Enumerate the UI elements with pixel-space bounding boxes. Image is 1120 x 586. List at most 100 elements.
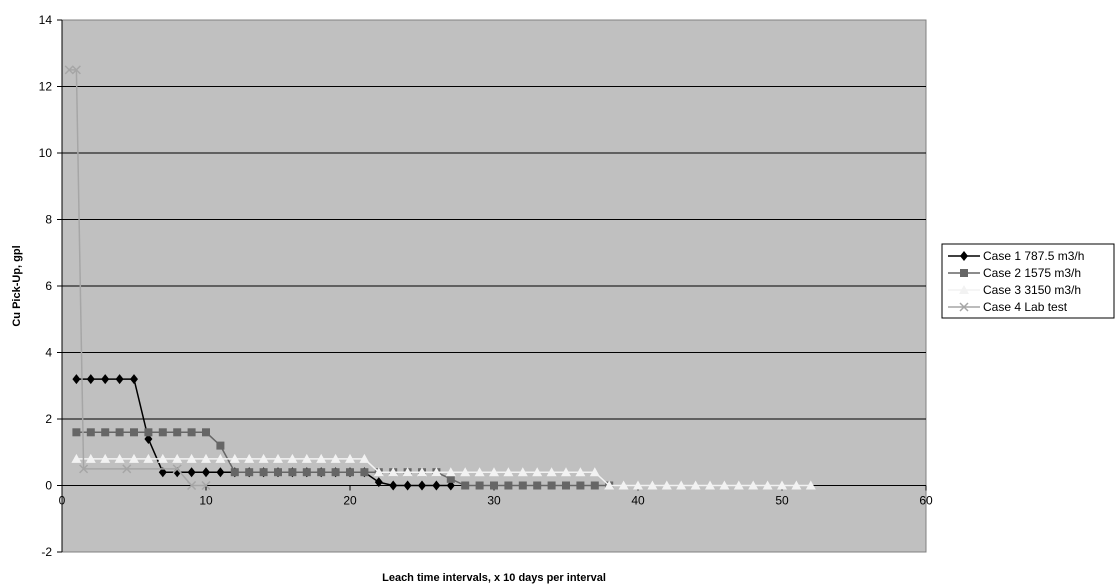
data-point: [101, 374, 110, 385]
data-point: [258, 453, 269, 463]
data-point: [547, 481, 556, 490]
data-point: [589, 467, 600, 477]
data-point: [229, 453, 240, 463]
data-point: [144, 428, 153, 437]
legend-label: Case 4 Lab test: [983, 300, 1068, 314]
data-point: [460, 467, 471, 477]
data-point: [504, 481, 513, 490]
legend-label: Case 1 787.5 m3/h: [983, 249, 1084, 263]
data-point: [705, 480, 715, 490]
data-point: [517, 467, 528, 477]
data-point: [618, 480, 629, 490]
data-point: [389, 480, 398, 491]
data-point: [562, 481, 570, 490]
data-point: [546, 467, 557, 477]
data-point: [201, 480, 211, 491]
data-point: [273, 453, 283, 463]
data-point: [417, 467, 427, 477]
data-point: [373, 467, 384, 477]
data-point: [432, 480, 441, 491]
series-3: [71, 453, 816, 490]
data-point: [446, 480, 455, 491]
data-point: [85, 453, 96, 463]
data-point: [64, 65, 74, 75]
data-point: [143, 453, 154, 463]
data-point: [202, 428, 210, 437]
data-point: [115, 428, 124, 437]
data-point: [431, 467, 442, 477]
data-point: [475, 481, 484, 490]
legend-label: Case 3 3150 m3/h: [983, 283, 1081, 297]
data-point: [173, 428, 182, 437]
data-point: [130, 428, 138, 437]
y-tick-label: 4: [45, 346, 52, 360]
data-point: [576, 481, 585, 490]
data-point: [533, 481, 542, 490]
data-point: [461, 481, 470, 490]
x-tick-label: 40: [631, 494, 645, 508]
data-point: [490, 481, 498, 490]
data-point: [216, 441, 225, 450]
data-point: [777, 480, 787, 490]
data-point: [230, 468, 239, 477]
data-point: [202, 467, 210, 478]
data-point: [359, 453, 370, 463]
x-tick-label: 50: [775, 494, 789, 508]
data-point: [187, 467, 196, 478]
series-line: [76, 458, 811, 487]
y-tick-label: 2: [45, 412, 52, 426]
data-point: [402, 467, 413, 477]
data-point: [79, 464, 89, 474]
data-point: [114, 453, 125, 463]
data-point: [633, 480, 643, 490]
data-point: [245, 468, 254, 477]
x-tick-label: 20: [343, 494, 357, 508]
data-point: [719, 480, 730, 490]
data-point: [330, 453, 341, 463]
x-tick-label: 60: [919, 494, 933, 508]
data-point: [71, 453, 82, 463]
data-point: [418, 480, 426, 491]
data-point: [259, 468, 268, 477]
data-point: [72, 428, 81, 437]
data-point: [71, 65, 81, 75]
y-tick-label: 10: [39, 146, 53, 160]
tick-labels: -2 0 2 4 6 8 10 12 14 0 10 20 30 40 50 60: [39, 13, 933, 559]
legend-item: Case 3 3150 m3/h: [948, 283, 1081, 297]
data-point: [301, 453, 312, 463]
legend-item: Case 4 Lab test: [948, 300, 1068, 314]
data-point: [590, 481, 599, 490]
data-point: [331, 468, 340, 477]
data-point: [733, 480, 744, 490]
y-tick-label: 14: [39, 13, 53, 27]
data-point: [518, 481, 527, 490]
y-tick-label: -2: [41, 545, 52, 559]
data-point: [445, 467, 456, 477]
legend-marker: [959, 302, 969, 312]
legend-label: Case 2 1575 m3/h: [983, 266, 1081, 280]
data-point: [187, 480, 197, 491]
y-tick-label: 0: [45, 479, 52, 493]
data-point: [130, 374, 138, 385]
y-tick-label: 6: [45, 279, 52, 293]
data-point: [604, 480, 615, 490]
data-point: [532, 467, 543, 477]
data-point: [791, 480, 802, 490]
legend: Case 1 787.5 m3/h Case 2 1575 m3/h Case 3 …: [941, 243, 1115, 319]
data-point: [690, 480, 701, 490]
data-point: [172, 464, 182, 474]
data-point: [287, 453, 298, 463]
data-point: [122, 464, 132, 474]
x-tick-label: 30: [487, 494, 501, 508]
data-point: [158, 428, 167, 437]
data-point: [360, 468, 369, 477]
data-point: [274, 468, 282, 477]
data-point: [129, 453, 139, 463]
data-point: [157, 453, 168, 463]
series-4: [64, 65, 211, 491]
data-point: [317, 468, 326, 477]
series-group: [64, 65, 816, 491]
data-point: [115, 374, 124, 385]
data-point: [201, 453, 211, 463]
